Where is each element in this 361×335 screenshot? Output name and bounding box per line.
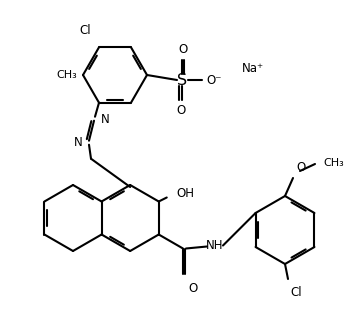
Text: O: O bbox=[177, 104, 186, 117]
Text: O⁻: O⁻ bbox=[206, 73, 222, 86]
Text: N: N bbox=[74, 136, 83, 149]
Text: CH₃: CH₃ bbox=[56, 70, 77, 80]
Text: O: O bbox=[188, 281, 197, 294]
Text: N: N bbox=[101, 113, 110, 126]
Text: O: O bbox=[296, 161, 305, 174]
Text: Cl: Cl bbox=[79, 24, 91, 37]
Text: O: O bbox=[178, 43, 188, 56]
Text: NH: NH bbox=[206, 239, 224, 252]
Text: Cl: Cl bbox=[290, 286, 302, 299]
Text: Na⁺: Na⁺ bbox=[242, 62, 264, 74]
Text: S: S bbox=[177, 72, 187, 87]
Text: OH: OH bbox=[177, 187, 195, 200]
Text: CH₃: CH₃ bbox=[323, 158, 344, 168]
